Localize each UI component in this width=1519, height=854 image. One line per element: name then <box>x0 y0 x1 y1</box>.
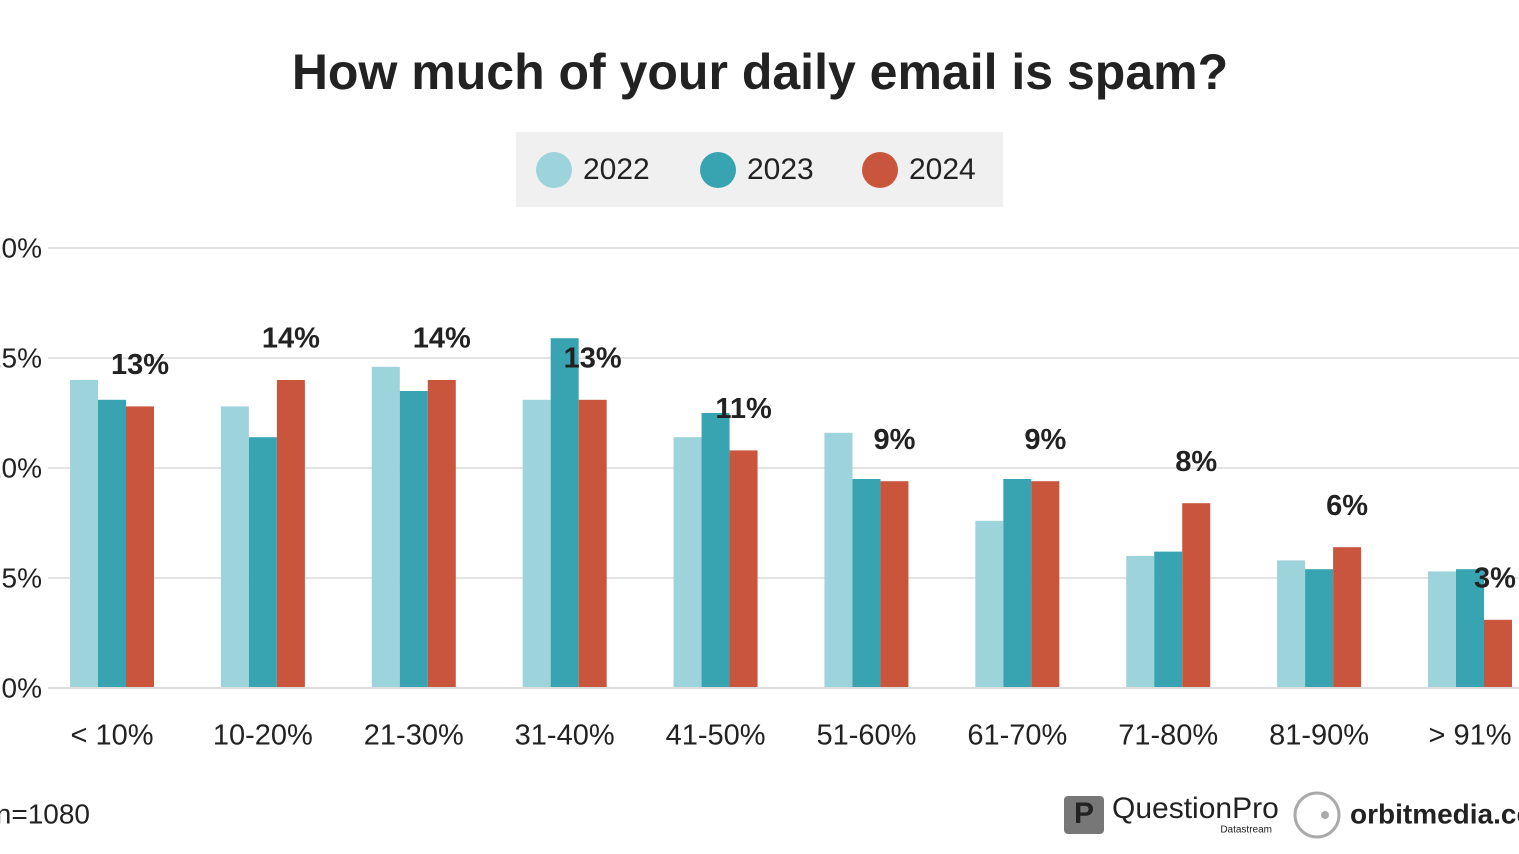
data-label: 3% <box>1474 562 1516 594</box>
data-label: 9% <box>1024 424 1066 456</box>
x-tick-label: 61-70% <box>967 720 1067 752</box>
bar <box>371 366 400 688</box>
bar <box>399 391 428 688</box>
bar <box>1182 503 1211 688</box>
bar <box>1003 479 1032 688</box>
x-tick-label: 71-80% <box>1118 720 1218 752</box>
y-tick-label: 0% <box>2 672 42 703</box>
legend-box <box>516 132 1003 207</box>
chart-title: How much of your daily email is spam? <box>292 44 1228 100</box>
data-label: 14% <box>413 323 471 355</box>
orbitmedia-logo: orbitmedia.co <box>1350 798 1519 829</box>
legend-swatch <box>536 152 572 188</box>
bar <box>550 338 579 688</box>
data-label: 6% <box>1326 490 1368 522</box>
questionpro-logo: QuestionPro <box>1112 792 1279 825</box>
bar <box>824 432 853 688</box>
questionpro-icon-letter: P <box>1074 797 1094 830</box>
bar <box>1154 551 1183 688</box>
data-label: 13% <box>111 349 169 381</box>
x-tick-label: 21-30% <box>364 720 464 752</box>
bar <box>276 380 305 688</box>
bar <box>578 399 607 688</box>
x-tick-label: 41-50% <box>666 720 766 752</box>
x-tick-label: > 91% <box>1428 720 1511 752</box>
y-tick-label: 15% <box>0 342 42 373</box>
legend-label: 2024 <box>909 153 976 186</box>
x-tick-label: 51-60% <box>816 720 916 752</box>
bar <box>98 399 126 688</box>
bar <box>126 406 154 688</box>
bar <box>673 437 702 688</box>
bar <box>975 520 1004 688</box>
data-label: 14% <box>262 323 320 355</box>
bar <box>880 481 909 688</box>
x-tick-label: 81-90% <box>1269 720 1369 752</box>
bar <box>1277 560 1306 688</box>
legend-swatch <box>862 152 898 188</box>
bar <box>70 380 98 688</box>
orbit-icon-dot <box>1321 811 1329 819</box>
bar <box>522 399 551 688</box>
bar <box>852 479 881 688</box>
legend-swatch <box>700 152 736 188</box>
data-label: 8% <box>1175 446 1217 478</box>
sample-note: n=1080 <box>0 798 90 829</box>
x-tick-label: 31-40% <box>515 720 615 752</box>
bar <box>1456 569 1484 688</box>
data-label: 9% <box>873 424 915 456</box>
orbit-icon <box>1293 791 1341 839</box>
bar <box>1305 569 1334 688</box>
questionpro-icon <box>1064 796 1104 834</box>
legend-label: 2022 <box>583 153 650 186</box>
bar <box>427 380 456 688</box>
bar <box>220 406 249 688</box>
bar <box>1484 619 1512 688</box>
bar <box>701 413 730 688</box>
bar <box>1126 556 1155 688</box>
data-label: 13% <box>564 342 622 374</box>
datastream-logo: Datastream <box>1220 825 1272 836</box>
bar <box>729 450 758 688</box>
y-tick-label: 20% <box>0 232 42 263</box>
bar <box>1031 481 1060 688</box>
bar <box>1428 571 1456 688</box>
y-tick-label: 5% <box>2 562 42 593</box>
legend-label: 2023 <box>747 153 814 186</box>
y-tick-label: 10% <box>0 452 42 483</box>
data-label: 11% <box>715 393 772 425</box>
bar <box>1333 547 1362 688</box>
x-tick-label: 10-20% <box>213 720 313 752</box>
bar <box>248 437 277 688</box>
x-tick-label: < 10% <box>70 720 153 752</box>
